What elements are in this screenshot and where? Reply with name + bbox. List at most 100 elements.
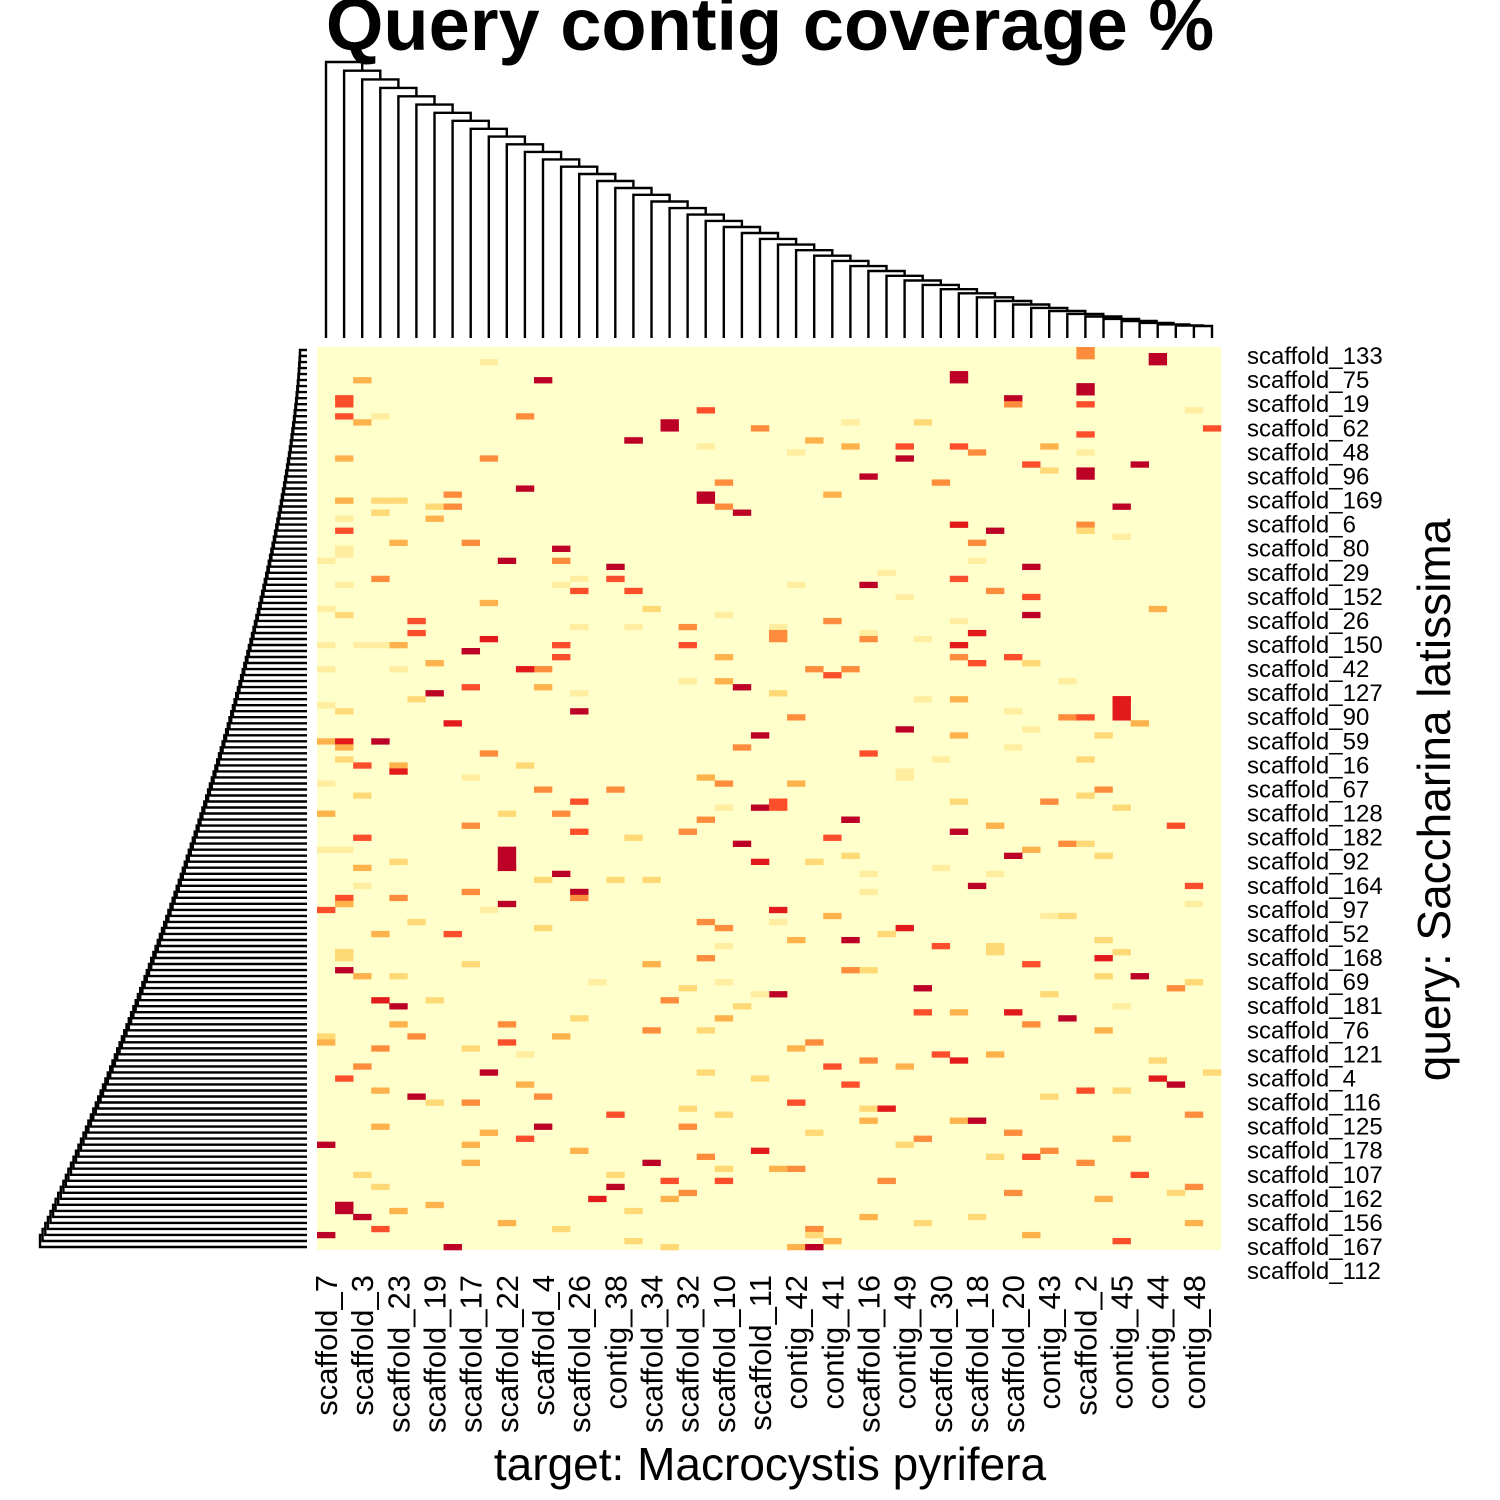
heatmap-cell [533,786,553,793]
heatmap-cell [913,696,933,703]
heatmap-cell [769,906,788,914]
heatmap-cell [317,1141,336,1148]
heatmap-cell [570,623,589,631]
heatmap-cell [1112,696,1131,703]
heatmap-cell [533,377,553,384]
heatmap-cell [1022,726,1041,733]
column-dendrogram-branches [324,60,1214,338]
heatmap-cell [769,991,788,998]
column-label: scaffold_17 [454,1275,489,1433]
heatmap-cell [967,660,987,667]
heatmap-cell [696,407,716,414]
heatmap-cell [714,780,734,787]
column-label: contig_42 [779,1275,814,1409]
heatmap-cell [570,708,589,715]
heatmap-cell [461,648,481,655]
column-label: scaffold_4 [526,1275,561,1416]
row-label: scaffold_62 [1247,415,1369,442]
heatmap-cell [660,1243,679,1251]
heatmap-cell [606,1183,625,1191]
heatmap-cell [1184,882,1204,890]
heatmap-cell [1076,1087,1095,1094]
heatmap-cell [515,762,535,769]
heatmap-cell [371,930,390,938]
heatmap-cell [515,485,535,492]
heatmap-cell [805,1129,824,1136]
heatmap-cell [317,702,336,709]
row-label: scaffold_6 [1247,512,1356,539]
heatmap-cell [913,1009,933,1016]
heatmap-cell [389,1021,408,1028]
row-label: scaffold_112 [1247,1258,1381,1285]
heatmap-cell [461,684,481,691]
row-label: scaffold_152 [1247,584,1383,611]
heatmap-cell [497,1021,517,1028]
heatmap-cell [606,1111,625,1118]
heatmap-cell [371,738,390,745]
heatmap-cell [841,419,860,426]
heatmap-cell [443,720,462,727]
heatmap-cell [335,955,354,962]
heatmap-cell [515,1135,535,1142]
heatmap-cell [949,1117,969,1124]
heatmap-cell [859,1213,878,1221]
heatmap-cell [769,798,788,805]
heatmap-cell [696,774,716,781]
heatmap-cell [335,967,354,974]
heatmap-cell [335,413,354,420]
heatmap-cell [769,623,788,631]
heatmap-cell [1094,1195,1113,1203]
heatmap-cell [479,635,499,643]
heatmap-cell [1130,720,1149,727]
heatmap-cell [1148,353,1168,360]
heatmap-cell [425,1201,444,1209]
heatmap-cell [533,1123,553,1130]
heatmap-cell [859,1057,878,1064]
heatmap-cell [443,491,462,498]
row-label: scaffold_26 [1247,608,1369,635]
heatmap-cell [696,1153,716,1160]
heatmap-cell [606,563,625,571]
heatmap-cell [570,798,589,805]
heatmap-cell [841,852,860,859]
heatmap-cell [353,882,372,890]
column-label: scaffold_16 [851,1275,886,1433]
heatmap-cell [1004,708,1023,715]
heatmap-cell [407,696,426,703]
row-label: scaffold_150 [1247,632,1383,659]
row-dendrogram [38,348,307,1249]
column-label: scaffold_2 [1068,1275,1103,1416]
heatmap-cell [823,1063,842,1070]
heatmap-cell [335,894,354,902]
column-label: scaffold_22 [490,1275,525,1433]
heatmap-cell [732,840,752,847]
heatmap-cell [335,949,354,956]
heatmap-cell [1112,708,1131,715]
heatmap-cell [859,635,878,643]
heatmap-cell [949,377,969,384]
heatmap-cell [479,1129,499,1136]
heatmap-cell [335,1075,354,1082]
heatmap-cell [895,1141,914,1148]
heatmap-cell [642,605,661,613]
heatmap-cell [750,858,770,866]
row-label: scaffold_133 [1247,343,1383,370]
heatmap-cell [1040,1093,1059,1100]
heatmap-cell [624,1237,643,1245]
heatmap-cell [1148,1057,1168,1064]
heatmap-cell [533,876,553,884]
chart-title: Query contig coverage % [326,0,1214,66]
heatmap-cell [859,581,878,589]
heatmap-cell [841,443,860,450]
heatmap-cell [371,1183,390,1191]
heatmap-cell [787,714,806,721]
heatmap-cell [985,1051,1005,1058]
heatmap-cell [389,768,408,775]
row-label: scaffold_97 [1247,897,1369,924]
heatmap-cell [642,961,661,968]
heatmap-cell [1076,353,1095,360]
heatmap-cell [335,497,354,504]
heatmap-cell [769,635,788,643]
heatmap-cell [1076,840,1095,847]
